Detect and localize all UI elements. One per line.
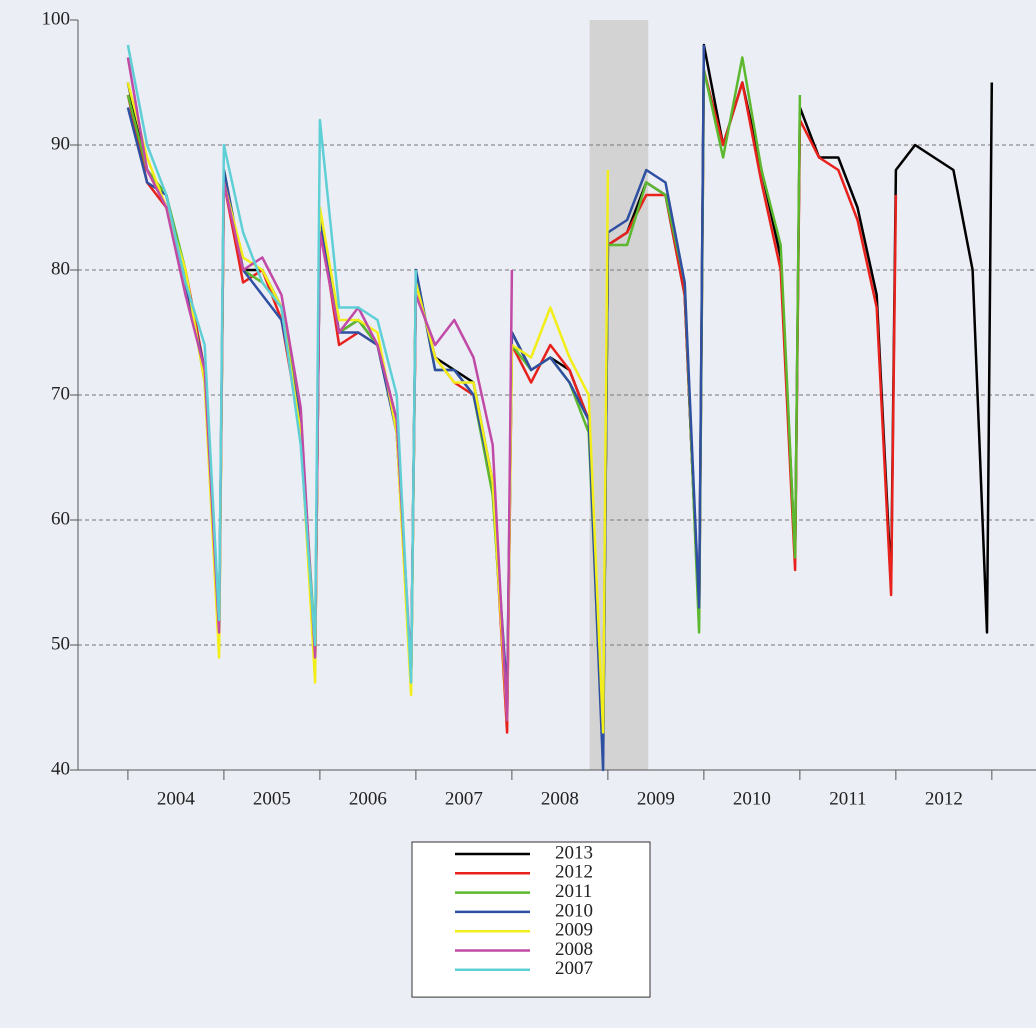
x-tick-label: 2008 <box>541 788 579 809</box>
y-tick-label: 60 <box>51 508 70 529</box>
legend-label: 2008 <box>555 939 593 960</box>
legend-label: 2012 <box>555 862 593 883</box>
x-tick-label: 2010 <box>733 788 771 809</box>
legend-label: 2010 <box>555 900 593 921</box>
x-tick-label: 2011 <box>829 788 866 809</box>
x-tick-label: 2009 <box>637 788 675 809</box>
x-tick-label: 2006 <box>349 788 387 809</box>
y-tick-label: 80 <box>51 258 70 279</box>
legend-box <box>411 841 651 998</box>
y-tick-label: 50 <box>51 633 70 654</box>
legend-label: 2011 <box>555 881 592 902</box>
x-tick-label: 2012 <box>925 788 963 809</box>
x-tick-label: 2007 <box>445 788 483 809</box>
x-tick-label: 2005 <box>253 788 291 809</box>
legend-label: 2009 <box>555 920 593 941</box>
y-tick-label: 40 <box>51 758 70 779</box>
series-line <box>126 44 418 684</box>
y-tick-label: 100 <box>42 8 71 29</box>
legend-label: 2007 <box>555 958 593 979</box>
x-tick-label: 2004 <box>157 788 196 809</box>
legend-label: 2013 <box>555 842 593 863</box>
y-tick-label: 70 <box>51 383 70 404</box>
series-line <box>126 82 610 734</box>
y-tick-label: 90 <box>51 133 70 154</box>
